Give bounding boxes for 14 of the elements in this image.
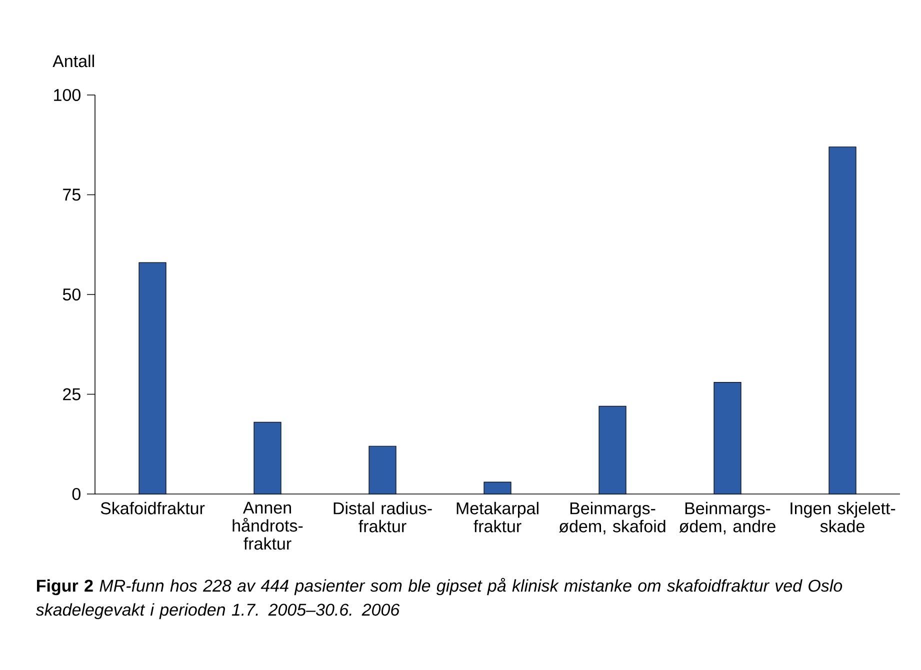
x-tick-label: Annen håndrots-fraktur bbox=[232, 502, 303, 550]
x-tick-label: Distal radius-fraktur bbox=[334, 502, 432, 532]
text: Figur 2 MR-funn hos 228 av 444 pasienter som ble gipset på klinisk mistanke om skafoidfraktur ved Oslo skadelegevakt i perioden 1.7. 2005–30.6. 2006 bbox=[36, 578, 842, 620]
y-tick-label: 0 bbox=[72, 488, 80, 500]
x-tick-label: Ingen skjelett-skade bbox=[790, 502, 896, 532]
x-tick-label: Beinmargs-ødem, andre bbox=[679, 502, 776, 534]
y-axis-title: Antall bbox=[52, 54, 94, 68]
y-tick-label: 50 bbox=[62, 288, 80, 301]
y-tick-label: 100 bbox=[54, 88, 80, 102]
x-tick-label: Metakarpal fraktur bbox=[456, 502, 538, 532]
x-tick-label: Skafoidfraktur bbox=[100, 502, 205, 514]
y-tick-label: 25 bbox=[63, 388, 80, 400]
y-tick-label: 75 bbox=[63, 188, 80, 201]
x-tick-label: Beinmargs-ødem, skafoid bbox=[559, 502, 666, 534]
